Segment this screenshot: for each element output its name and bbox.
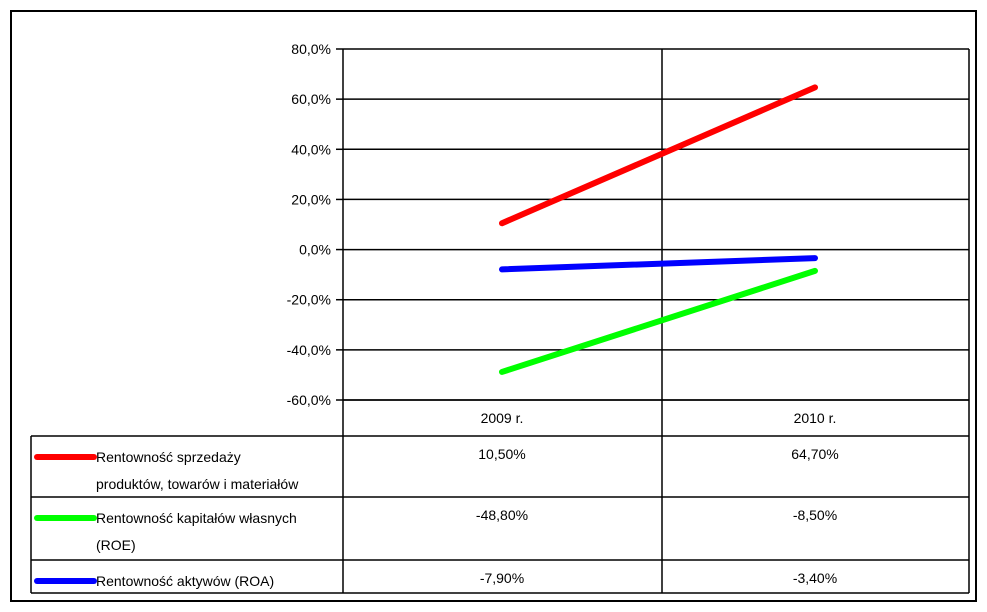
data-label: 64,70% [791, 446, 838, 462]
series-line [499, 255, 818, 273]
series-line [499, 84, 818, 227]
data-label: -8,50% [793, 507, 837, 523]
series-name: Rentowność sprzedaży [96, 449, 241, 465]
data-label: -3,40% [793, 570, 837, 586]
y-tick-label: 20,0% [291, 191, 331, 207]
y-tick-label: -60,0% [287, 392, 331, 408]
y-tick-label: 60,0% [291, 91, 331, 107]
category-label: 2010 r. [794, 410, 837, 426]
series-name: (ROE) [96, 537, 136, 553]
series-lines [499, 84, 818, 375]
y-tick-label: -20,0% [287, 292, 331, 308]
data-table: 2009 r. 2010 r. Rentowność sprzedaży produk… [30, 399, 969, 594]
data-label: -7,90% [480, 570, 524, 586]
chart-frame [10, 10, 977, 602]
y-axis-ticks: 80,0% 60,0% 40,0% 20,0% 0,0% -20,0% -40,0% -60,… [287, 41, 343, 408]
y-tick-label: 0,0% [299, 242, 331, 258]
data-label: -48,80% [476, 507, 528, 523]
y-tick-label: 40,0% [291, 141, 331, 157]
data-label: 10,50% [478, 446, 525, 462]
y-tick-label: -40,0% [287, 342, 331, 358]
series-line [499, 267, 818, 375]
y-tick-label: 80,0% [291, 41, 331, 57]
series-name: produktów, towarów i materiałów [96, 476, 299, 492]
category-label: 2009 r. [481, 410, 524, 426]
series-name: Rentowność aktywów (ROA) [96, 573, 274, 589]
series-name: Rentowność kapitałów własnych [96, 510, 297, 526]
